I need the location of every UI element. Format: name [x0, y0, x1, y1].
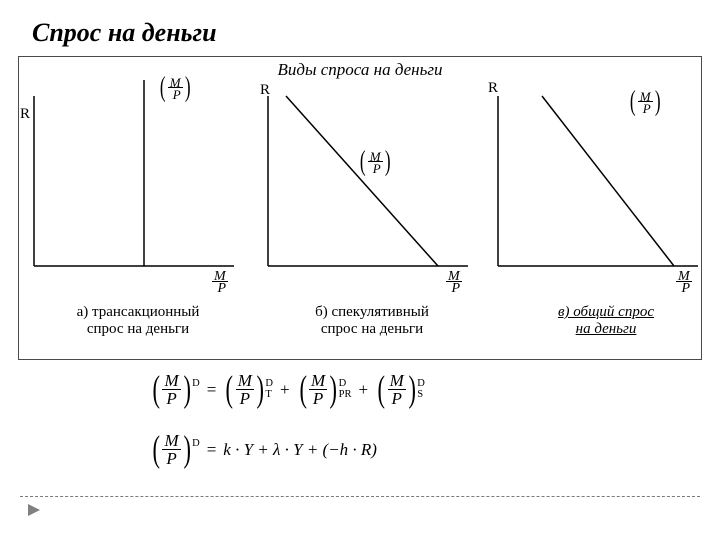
- chart-b: R(M P)M Pб) спекулятивный спрос на деньг…: [268, 96, 488, 326]
- chart-a: R(M P)M Pа) трансакционный спрос на день…: [34, 96, 254, 326]
- curve-label: (M P): [628, 90, 662, 115]
- x-axis-label: M P: [676, 270, 692, 296]
- chart-caption: в) общий спрос на деньги: [518, 304, 694, 338]
- x-axis-label: M P: [446, 270, 462, 296]
- chart-c: R(M P)M Pв) общий спрос на деньги: [498, 96, 718, 326]
- footer-dash-line: [20, 496, 700, 497]
- curve-label: (M P): [358, 150, 392, 175]
- formula-1: (MP)D =(MP)DT+(MP)DPR+(MP)DS: [150, 372, 425, 407]
- x-axis-label: M P: [212, 270, 228, 296]
- y-axis-label: R: [488, 80, 498, 97]
- chart-caption: б) спекулятивный спрос на деньги: [274, 304, 470, 338]
- y-axis-label: R: [260, 82, 270, 99]
- y-axis-label: R: [20, 106, 30, 123]
- curve-label: (M P): [158, 76, 192, 101]
- formula-2: (MP)D =k · Y + λ · Y + (−h · R): [150, 432, 377, 467]
- page-title: Спрос на деньги: [32, 18, 217, 48]
- slide-arrow-icon: [28, 504, 42, 523]
- chart-caption: а) трансакционный спрос на деньги: [40, 304, 236, 338]
